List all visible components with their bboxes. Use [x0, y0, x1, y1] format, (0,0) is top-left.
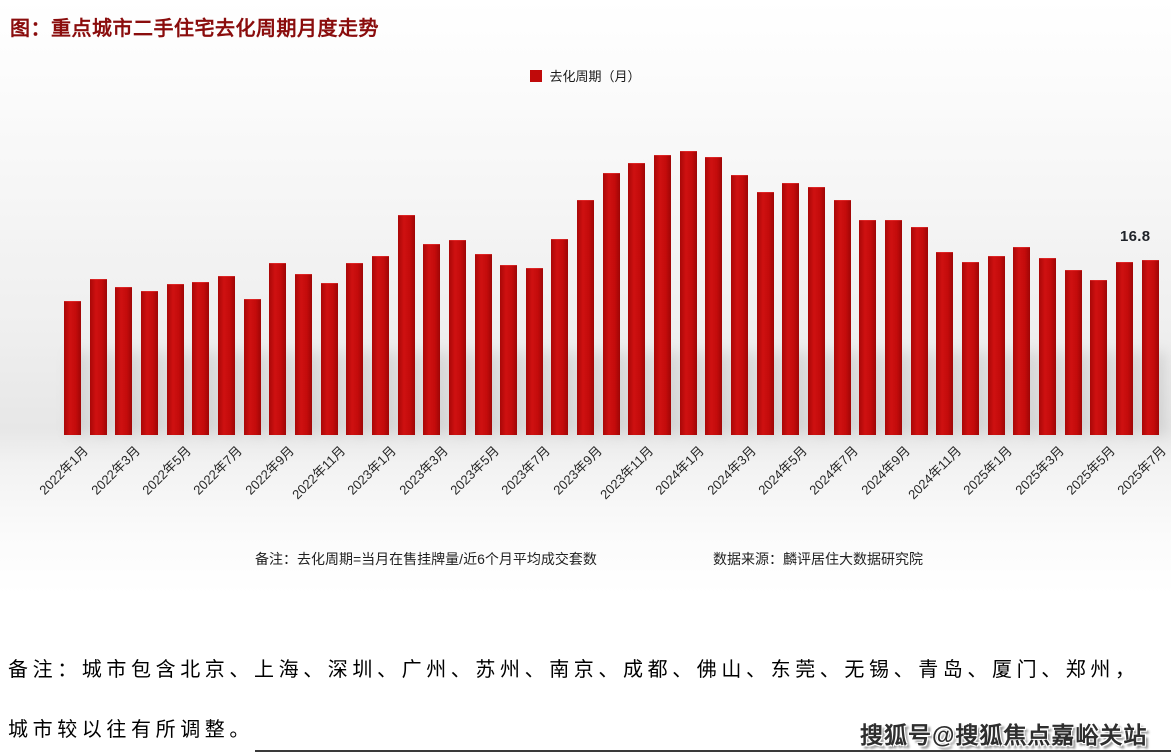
remark-line2: 城市较以往有所调整。 [8, 719, 254, 741]
bar [525, 268, 543, 435]
chart-notes: 备注：去化周期=当月在售挂牌量/近6个月平均成交套数 数据来源：麟评居住大数据研… [0, 549, 1171, 569]
bar [756, 192, 774, 435]
remark-paragraph: 备注：城市包含北京、上海、深圳、广州、苏州、南京、成都、佛山、东莞、无锡、青岛、… [8, 640, 1166, 753]
bar [1115, 262, 1133, 435]
bar [782, 182, 800, 435]
bar [885, 220, 902, 435]
bar [731, 174, 749, 435]
bar [1090, 279, 1108, 435]
legend-label: 去化周期（月） [549, 69, 641, 84]
legend-color-swatch [530, 69, 543, 82]
bar [192, 281, 210, 435]
bar [346, 263, 364, 435]
legend: 去化周期（月） [0, 66, 1171, 85]
bar [577, 199, 595, 435]
chart-title: 图：重点城市二手住宅去化周期月度走势 [10, 18, 379, 40]
bar [679, 150, 697, 435]
bar [320, 282, 338, 435]
bar [243, 298, 261, 435]
bar [1013, 246, 1031, 435]
bar [705, 156, 723, 435]
bar [217, 275, 235, 435]
bar [166, 284, 184, 435]
bar [500, 265, 518, 435]
bar [602, 172, 620, 435]
note-formula: 备注：去化周期=当月在售挂牌量/近6个月平均成交套数 [255, 551, 597, 567]
bar [371, 255, 389, 435]
bottom-divider [255, 750, 1171, 752]
bar [1064, 270, 1082, 435]
chart-section: 图：重点城市二手住宅去化周期月度走势 去化周期（月） 16.8 2022年1月 2… [0, 0, 1171, 595]
watermark: 搜狐号@搜狐焦点嘉峪关站 [860, 722, 1148, 748]
bar [1141, 260, 1159, 435]
bar [551, 239, 569, 435]
bar [987, 255, 1005, 435]
last-value-label: 16.8 [1120, 228, 1151, 245]
bar [64, 300, 81, 435]
x-axis-ticks: 2022年1月 2022年3月 2022年5月 2022年7月 2022年9月 2022年… [37, 443, 1170, 502]
bar [474, 253, 492, 435]
bar [89, 278, 107, 435]
bar [397, 215, 415, 435]
remark-line1: 备注：城市包含北京、上海、深圳、广州、苏州、南京、成都、佛山、东莞、无锡、青岛、… [8, 659, 1140, 681]
bar [140, 291, 158, 435]
bar [654, 154, 672, 435]
x-tick-label: 2025年7月 [1114, 443, 1170, 498]
bar [1038, 257, 1056, 435]
bar [628, 163, 646, 435]
bar [859, 220, 877, 435]
bar [448, 240, 466, 435]
bar [269, 263, 287, 435]
bar [808, 187, 826, 435]
bar [936, 251, 954, 435]
bar [115, 287, 133, 435]
plot-area [64, 0, 1159, 435]
bar [910, 226, 928, 435]
note-source: 数据来源：麟评居住大数据研究院 [713, 551, 923, 567]
bar [961, 262, 979, 435]
bar [423, 244, 441, 435]
bar [294, 273, 312, 435]
bar [833, 199, 851, 435]
